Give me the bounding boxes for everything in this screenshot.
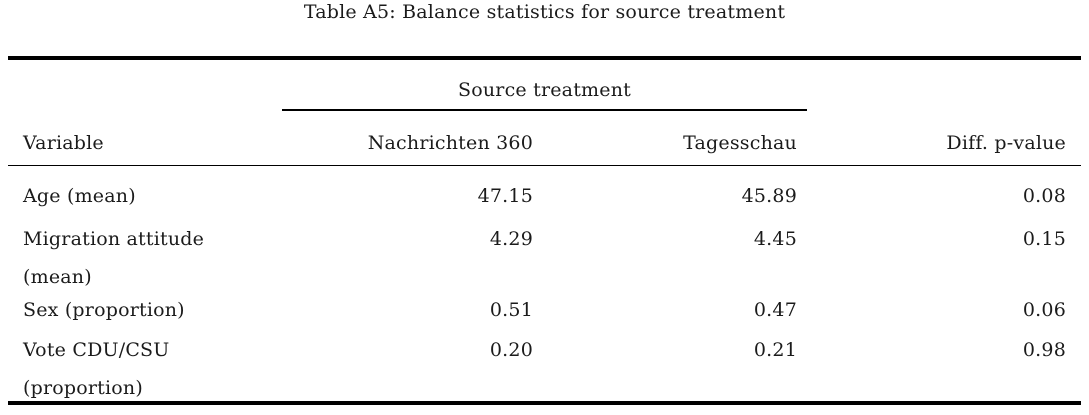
header-row: Variable Nachrichten 360 Tagesschau Diff…: [8, 111, 1081, 165]
cell-diff-p-value: 0.15: [1022, 228, 1066, 250]
row-label: Sex (proportion): [23, 299, 185, 321]
row-label-cell: Migration attitude (mean): [8, 228, 282, 288]
row-label-cell: Vote CDU/CSU (proportion): [8, 339, 282, 399]
row-label-cell: Age (mean): [8, 185, 282, 207]
cell-tagesschau: 4.45: [753, 228, 797, 250]
col-header-diff-p-value: Diff. p-value: [946, 131, 1066, 154]
row-label-continuation: (proportion): [23, 377, 143, 399]
column-spanner-label: Source treatment: [458, 79, 631, 101]
cell-tagesschau: 0.21: [753, 339, 797, 361]
row-label-cell: Sex (proportion): [8, 299, 282, 321]
table-bottom-rule: [8, 401, 1081, 405]
col-header-nachrichten-360: Nachrichten 360: [367, 131, 533, 154]
table-row: Vote CDU/CSU (proportion) 0.20 0.21 0.98: [8, 339, 1081, 399]
cell-diff-p-value: 0.08: [1022, 185, 1066, 207]
cell-nachrichten-360: 4.29: [489, 228, 533, 250]
table-row: Migration attitude (mean) 4.29 4.45 0.15: [8, 228, 1081, 288]
balance-statistics-table: Source treatment Variable Nachrichten 36…: [8, 56, 1081, 405]
cell-diff-p-value: 0.06: [1022, 299, 1066, 321]
cell-diff-p-value: 0.98: [1022, 339, 1066, 361]
cell-tagesschau: 0.47: [753, 299, 797, 321]
table-row: Age (mean) 47.15 45.89 0.08: [8, 185, 1081, 207]
row-label: Migration attitude: [23, 228, 205, 250]
table-row: Sex (proportion) 0.51 0.47 0.06: [8, 299, 1081, 321]
col-header-tagesschau: Tagesschau: [683, 131, 797, 154]
table-caption: Table A5: Balance statistics for source …: [303, 1, 786, 23]
row-label-continuation: (mean): [23, 266, 92, 288]
table-top-rule: [8, 56, 1081, 60]
spanner-row: Source treatment: [8, 60, 1081, 109]
cell-nachrichten-360: 0.51: [489, 299, 533, 321]
spanner-rule: [282, 109, 807, 111]
cell-tagesschau: 45.89: [741, 185, 797, 207]
cell-nachrichten-360: 0.20: [489, 339, 533, 361]
row-label: Vote CDU/CSU: [23, 339, 170, 361]
row-label: Age (mean): [23, 185, 136, 207]
col-header-variable: Variable: [23, 131, 104, 154]
cell-nachrichten-360: 47.15: [477, 185, 533, 207]
header-rule: [8, 164, 1081, 166]
